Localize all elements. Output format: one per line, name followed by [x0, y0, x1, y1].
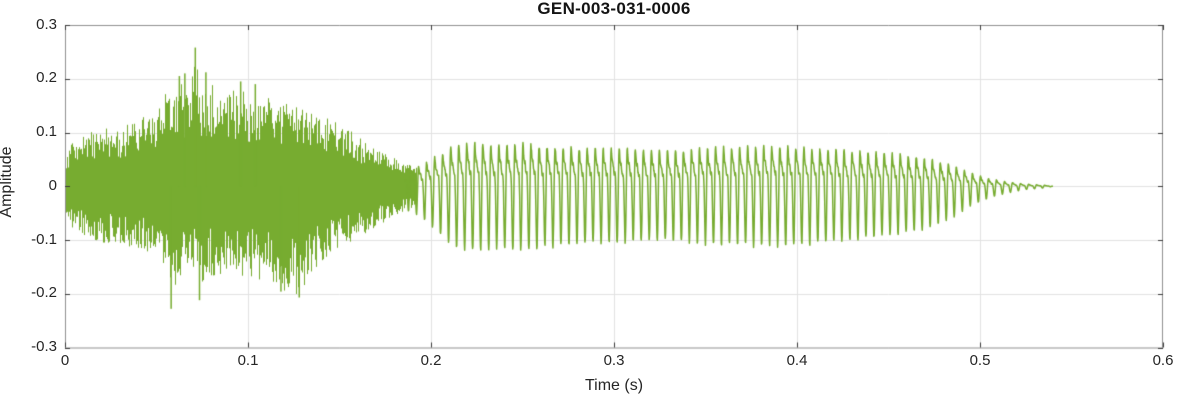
y-tick-label: -0.3: [31, 338, 57, 355]
x-tick-label: 0.5: [969, 352, 991, 369]
x-tick-label: 0.3: [603, 352, 625, 369]
x-tick-label: 0.4: [786, 352, 808, 369]
x-tick-label: 0: [60, 352, 70, 369]
x-tick-label: 0.2: [420, 352, 442, 369]
y-tick-label: -0.2: [31, 284, 57, 302]
x-axis-label: Time (s): [584, 377, 644, 394]
y-tick-label: 0.1: [36, 123, 57, 140]
y-tick-label: 0.2: [36, 69, 57, 87]
y-tick-label: 0: [48, 176, 57, 194]
x-tick-label: 0.6: [1152, 352, 1174, 369]
chart-title: GEN-003-031-0006: [537, 0, 691, 18]
y-tick-label: -0.1: [31, 230, 57, 248]
y-tick-label: 0.3: [36, 15, 57, 33]
x-tick-label: 0.1: [237, 352, 259, 369]
